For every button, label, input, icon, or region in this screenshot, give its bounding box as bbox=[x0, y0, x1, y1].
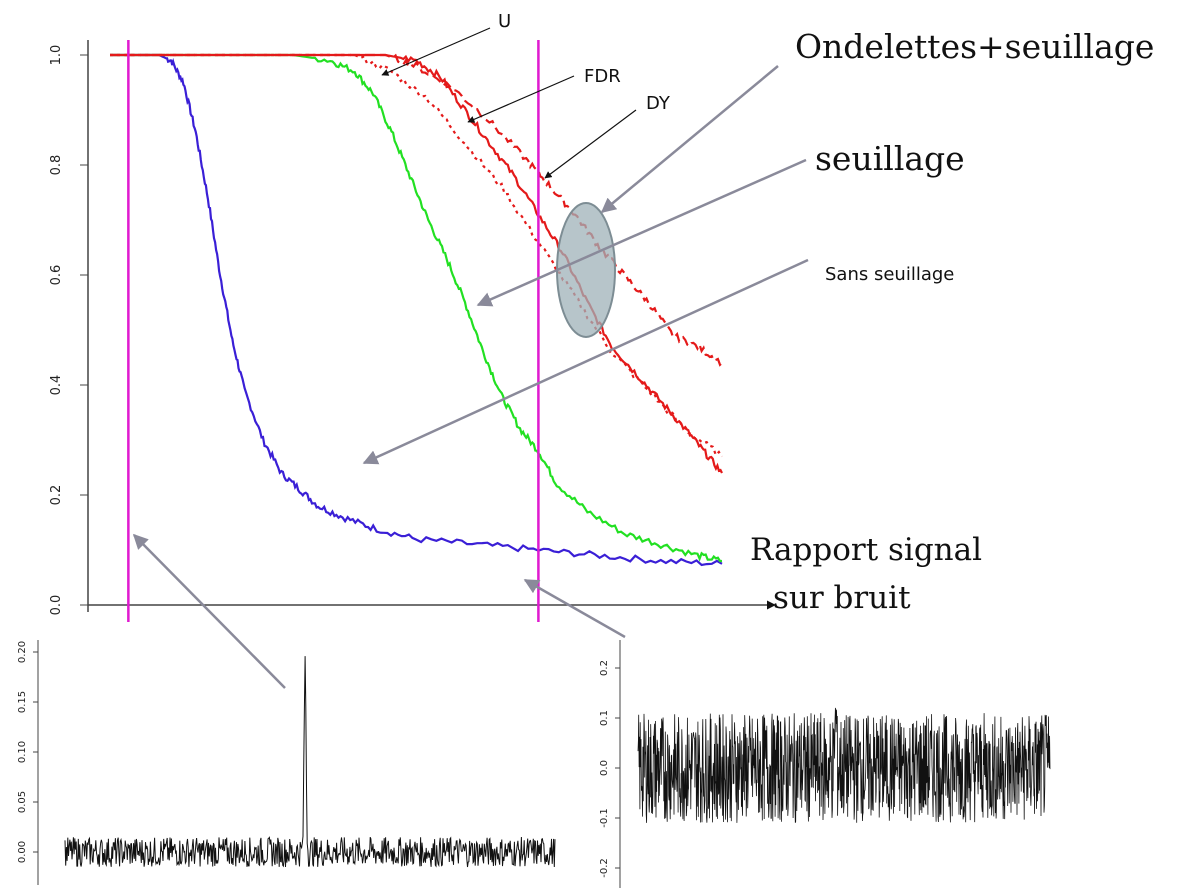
arrow-DY bbox=[544, 109, 637, 179]
inset-y-tick-label: 0.15 bbox=[17, 691, 28, 713]
inset-left-y-ticks: 0.00 0.05 0.10 0.15 0.20 bbox=[17, 641, 38, 863]
inset-y-tick-label: 0.1 bbox=[599, 710, 610, 726]
series-sans-seuillage bbox=[110, 53, 723, 567]
arrow-FDR bbox=[467, 75, 575, 123]
main-y-tick-label: 0.0 bbox=[49, 595, 64, 616]
annotation-arrows bbox=[132, 27, 809, 689]
series-u bbox=[110, 53, 723, 458]
main-chart-axes bbox=[87, 40, 776, 612]
inset-right: -0.2 -0.1 0.0 0.1 0.2 bbox=[599, 640, 1051, 888]
label-DY: DY bbox=[646, 93, 671, 114]
series-dy bbox=[110, 53, 723, 367]
inset-y-tick-label: 0.00 bbox=[17, 841, 28, 863]
arrow-low-snr bbox=[132, 533, 286, 689]
arrow-ondelettes bbox=[600, 65, 779, 213]
main-y-tick-label: 0.6 bbox=[49, 265, 64, 286]
arrow-sans-seuillage bbox=[362, 258, 809, 465]
series-fdr bbox=[110, 53, 723, 474]
main-y-tick-label: 0.4 bbox=[49, 375, 64, 396]
arrow-U bbox=[381, 27, 491, 76]
inset-y-tick-label: -0.2 bbox=[599, 858, 610, 878]
main-y-tick-label: 0.8 bbox=[49, 155, 64, 176]
label-U: U bbox=[498, 11, 511, 32]
main-y-tick-label: 0.2 bbox=[49, 485, 64, 506]
inset-y-tick-label: 0.2 bbox=[599, 660, 610, 676]
main-y-ticks: 0.0 0.2 0.4 0.6 0.8 1.0 bbox=[49, 45, 88, 616]
arrow-seuillage bbox=[476, 158, 807, 307]
label-seuillage: seuillage bbox=[815, 139, 965, 178]
label-ondelettes-seuillage: Ondelettes+seuillage bbox=[795, 27, 1154, 66]
label-rapport-signal: Rapport signal bbox=[750, 532, 982, 568]
inset-right-signal bbox=[637, 707, 1051, 823]
inset-left-signal bbox=[64, 656, 556, 868]
main-series bbox=[110, 53, 723, 567]
label-sur-bruit: sur bruit bbox=[773, 580, 911, 616]
inset-y-tick-label: 0.10 bbox=[17, 741, 28, 763]
inset-y-tick-label: -0.1 bbox=[599, 808, 610, 828]
label-sans-seuillage: Sans seuillage bbox=[825, 264, 954, 285]
inset-left: 0.00 0.05 0.10 0.15 0.20 bbox=[17, 640, 556, 885]
series-seuillage bbox=[110, 53, 723, 563]
inset-y-tick-label: 0.05 bbox=[17, 791, 28, 813]
arrow-high-snr bbox=[523, 578, 626, 639]
label-FDR: FDR bbox=[584, 66, 621, 87]
highlight-ellipse bbox=[556, 202, 616, 338]
inset-y-tick-label: 0.20 bbox=[17, 641, 28, 663]
inset-right-y-ticks: -0.2 -0.1 0.0 0.1 0.2 bbox=[599, 660, 620, 878]
inset-y-tick-label: 0.0 bbox=[599, 760, 610, 776]
main-y-tick-label: 1.0 bbox=[49, 45, 64, 66]
snr-markers bbox=[127, 40, 540, 622]
